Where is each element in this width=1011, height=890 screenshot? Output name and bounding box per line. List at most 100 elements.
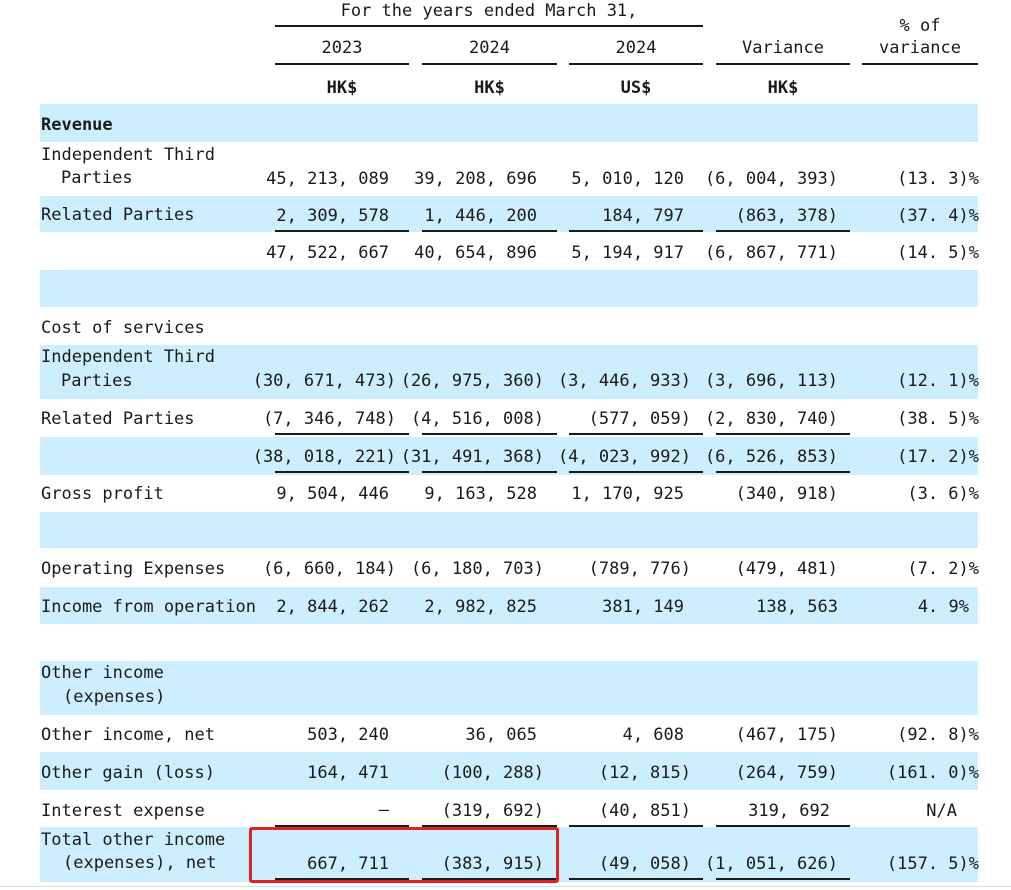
rev-ind-2024-usd: 5, 010, 120 (571, 169, 684, 189)
interest-2023: — (378, 800, 389, 820)
cos-rel-2023: (7, 346, 748) (262, 409, 396, 429)
total-other-label-2: (expenses), net (63, 853, 217, 873)
row-band-other-gain (40, 752, 978, 790)
row-band-total-other (40, 827, 978, 882)
header-col1-currency: HK$ (326, 78, 358, 98)
rev-rel-2023: 2, 309, 578 (276, 206, 389, 226)
rev-rel-2024: 1, 446, 200 (424, 206, 537, 226)
rev-total-pct: (14. 5)% (897, 243, 979, 263)
rev-rel-variance: (863, 378) (735, 206, 838, 226)
cos-subtotal-rule-3 (569, 433, 703, 435)
cos-ind-label-1: Independent Third (41, 347, 215, 367)
section-cos-label: Cost of services (41, 318, 205, 338)
other-subtotal-rule-1 (275, 825, 409, 827)
cos-ind-variance: (3, 696, 113) (704, 371, 838, 391)
cos-total-rule-2 (422, 471, 557, 473)
header-col3-rule (569, 63, 703, 65)
rev-ind-label-2: Parties (61, 168, 133, 188)
other-gain-label: Other gain (loss) (41, 763, 215, 783)
header-pct-line2: variance (879, 38, 961, 58)
rev-subtotal-rule-2 (422, 230, 557, 232)
header-col5-rule (862, 63, 978, 65)
header-col2-rule (422, 63, 557, 65)
gross-profit-2024: 9, 163, 528 (424, 484, 537, 504)
rev-total-variance: (6, 867, 771) (704, 243, 838, 263)
other-subtotal-rule-3 (569, 825, 703, 827)
total-other-rule-1 (275, 878, 409, 880)
gross-profit-2024-usd: 1, 170, 925 (571, 484, 684, 504)
income-op-label: Income from operation (41, 597, 256, 617)
header-col4-currency: HK$ (767, 78, 799, 98)
rev-ind-pct: (13. 3)% (897, 169, 979, 189)
income-op-2023: 2, 844, 262 (276, 597, 389, 617)
cos-total-2024-usd: (4, 023, 992) (557, 447, 691, 467)
total-other-rule-2 (422, 878, 557, 880)
rev-ind-variance: (6, 004, 393) (704, 169, 838, 189)
income-op-2024-usd: 381, 149 (602, 597, 684, 617)
header-pct-line1: % of (899, 16, 941, 36)
row-band-other-hdr (40, 661, 978, 715)
cos-total-rule-3 (569, 471, 703, 473)
opex-variance: (479, 481) (735, 559, 838, 579)
total-other-rule-4 (716, 878, 850, 880)
section-revenue-label: Revenue (41, 115, 113, 135)
highlight-box (249, 827, 559, 883)
rev-ind-2024: 39, 208, 696 (414, 169, 537, 189)
rev-subtotal-rule-3 (569, 230, 703, 232)
other-net-pct: (92. 8)% (897, 725, 979, 745)
rev-total-2024-usd: 5, 194, 917 (571, 243, 684, 263)
header-col1-rule (275, 63, 409, 65)
row-band-rev-related (40, 196, 978, 232)
total-other-pct: (157. 5)% (886, 854, 979, 874)
header-col2-currency: HK$ (474, 78, 505, 98)
opex-2024: (6, 180, 703) (410, 559, 544, 579)
row-band-revenue (40, 104, 978, 142)
cos-total-pct: (17. 2)% (897, 447, 979, 467)
row-band-empty-2 (40, 512, 978, 548)
interest-2024-usd: (40, 851) (598, 801, 691, 821)
row-band-cos-total (40, 437, 978, 475)
other-net-2024: 36, 065 (465, 725, 537, 745)
rev-subtotal-rule-4 (716, 230, 850, 232)
other-net-variance: (467, 175) (735, 725, 838, 745)
interest-2024: (319, 692) (441, 801, 544, 821)
gross-profit-variance: (340, 918) (735, 484, 838, 504)
cos-ind-label-2: Parties (61, 371, 133, 391)
total-other-2023: 667, 711 (307, 854, 389, 874)
other-gain-variance: (264, 759) (735, 763, 838, 783)
header-col2-year: 2024 (469, 38, 510, 58)
bottom-divider (0, 886, 1011, 887)
opex-2023: (6, 660, 184) (262, 559, 396, 579)
rev-subtotal-rule-1 (275, 230, 409, 232)
total-other-2024: (383, 915) (441, 854, 544, 874)
header-period-rule (275, 25, 703, 27)
total-other-rule-3 (569, 878, 703, 880)
total-other-label-1: Total other income (41, 830, 226, 850)
header-col3-year: 2024 (615, 38, 657, 58)
gross-profit-label: Gross profit (41, 484, 164, 504)
cos-total-variance: (6, 526, 853) (704, 447, 838, 467)
income-op-2024: 2, 982, 825 (424, 597, 537, 617)
other-subtotal-rule-2 (422, 825, 557, 827)
row-band-empty-1 (40, 270, 978, 307)
gross-profit-2023: 9, 504, 446 (276, 484, 389, 504)
other-net-2023: 503, 240 (307, 725, 389, 745)
other-net-2024-usd: 4, 608 (622, 725, 684, 745)
cos-rel-2024: (4, 516, 008) (410, 409, 544, 429)
opex-label: Operating Expenses (41, 559, 226, 579)
rev-total-2023: 47, 522, 667 (266, 243, 389, 263)
rev-total-2024: 40, 654, 896 (414, 243, 537, 263)
rev-ind-2023: 45, 213, 089 (266, 169, 389, 189)
other-gain-pct: (161. 0)% (886, 763, 979, 783)
cos-ind-pct: (12. 1)% (897, 371, 979, 391)
row-band-income-op (40, 587, 978, 624)
cos-subtotal-rule-1 (275, 433, 409, 435)
gross-profit-pct: (3. 6)% (907, 484, 979, 504)
cos-subtotal-rule-2 (422, 433, 557, 435)
cos-rel-variance: (2, 830, 740) (704, 409, 838, 429)
interest-label: Interest expense (41, 801, 205, 821)
rev-rel-2024-usd: 184, 797 (602, 206, 684, 226)
interest-variance: 319, 692 (748, 801, 830, 821)
rev-ind-label-1: Independent Third (41, 145, 215, 165)
cos-rel-2024-usd: (577, 059) (588, 409, 691, 429)
